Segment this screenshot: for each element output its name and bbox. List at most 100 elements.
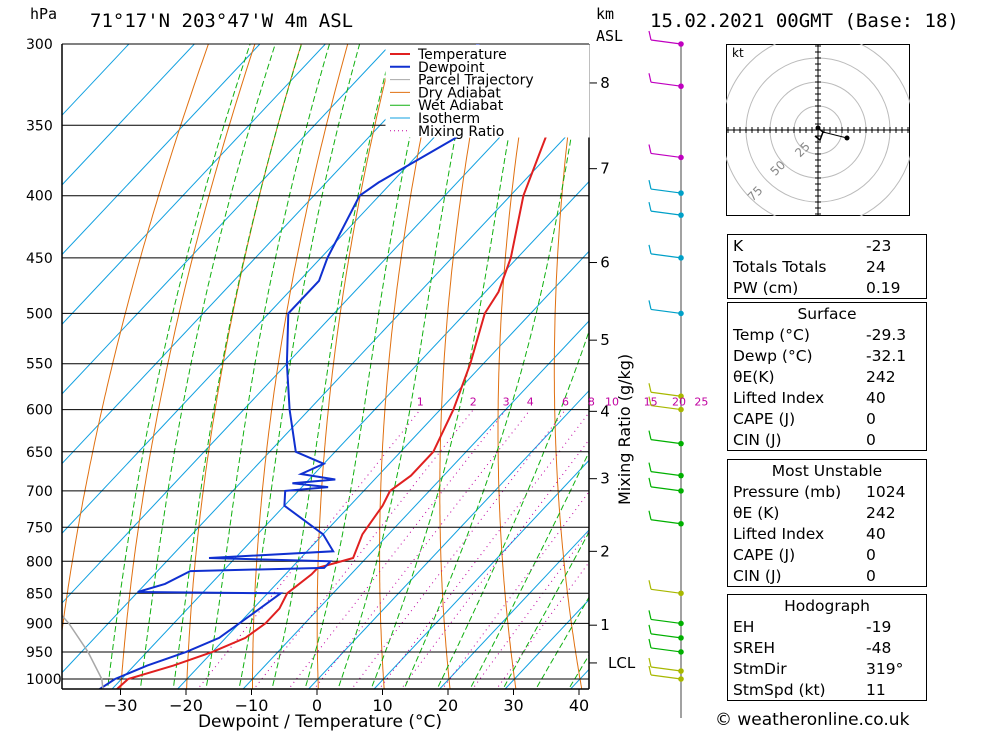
wind-barb: [650, 588, 682, 594]
wind-barb: [650, 253, 682, 259]
wet-adiabat-line: [469, 451, 589, 689]
km-tick-label: 1: [600, 616, 610, 634]
surface-label: CIN (J): [733, 430, 782, 449]
isotherm-line: [62, 111, 589, 674]
mixing-ratio-lines: [197, 409, 589, 689]
wet-adiabat-line: [535, 596, 589, 689]
wind-barb-feather: [648, 462, 652, 472]
isotherm-line: [62, 44, 523, 534]
dry-adiabat-line: [497, 44, 535, 689]
wind-barb: [650, 308, 682, 315]
wind-barb: [650, 674, 682, 680]
wind-barb: [650, 618, 682, 625]
dry-adiabat-line: [120, 44, 256, 689]
sounding-series: [62, 44, 589, 689]
wet-adiabat-line: [337, 44, 475, 689]
parcel-trajectory-line: [62, 614, 104, 689]
km-tick-label: 5: [600, 331, 610, 349]
x-tick-label: 10: [372, 696, 392, 715]
mixing-ratio-label: 15: [644, 396, 658, 409]
surface-title: Surface: [797, 304, 857, 323]
mixing-ratio-line: [313, 409, 531, 689]
km-tick-label: 7: [600, 160, 610, 178]
mixing-ratio-line: [288, 409, 507, 689]
most-unstable-table: Most Unstable Pressure (mb) 1024 θE (K) 24…: [727, 459, 927, 587]
dry-adiabat-line: [553, 44, 583, 689]
wind-barb-feather: [648, 300, 652, 310]
pressure-tick-label: 950: [26, 645, 53, 661]
mu-label: θE (K): [733, 503, 780, 522]
isotherm-line: [111, 180, 589, 689]
isotherm-line: [62, 44, 589, 604]
indices-table-top: K -23 Totals Totals 24 PW (cm) 0.19: [727, 234, 927, 299]
mixing-ratio-label: 4: [527, 396, 534, 409]
pressure-tick-label: 350: [26, 118, 53, 134]
x-axis-title: Dewpoint / Temperature (°C): [198, 712, 442, 732]
surface-value: -29.3: [866, 325, 907, 344]
legend-label: Wet Adiabat: [418, 98, 504, 114]
copyright-link[interactable]: © weatheronline.co.uk: [715, 710, 910, 730]
wet-adiabat-line: [205, 44, 330, 689]
wind-profile: [648, 30, 684, 718]
temperature-line: [115, 74, 589, 689]
surface-value: 0: [866, 430, 876, 449]
dry-adiabat-line: [252, 44, 349, 689]
wet-adiabat-line: [403, 44, 588, 689]
legend-label: Parcel Trajectory: [418, 73, 534, 89]
isotherm-line: [176, 250, 589, 689]
surface-table: Surface Temp (°C) -29.3 Dewp (°C) -32.1 θE…: [727, 302, 927, 451]
isotherm-lines: [62, 44, 589, 689]
x-tick-label: −10: [235, 696, 269, 715]
surface-label: Dewp (°C): [733, 346, 813, 365]
isotherm-line: [62, 44, 392, 395]
index-value: 0.19: [866, 278, 901, 297]
wind-barb-feather: [648, 610, 652, 620]
wind-barb-feather: [648, 665, 652, 676]
isotherm-line: [62, 44, 327, 325]
isotherm-line: [438, 529, 589, 689]
wind-barb: [650, 152, 682, 159]
km-tick-label: 8: [600, 74, 610, 92]
hodo-value: -19: [866, 617, 892, 636]
wind-barb: [650, 81, 682, 87]
wind-barb-feather: [648, 638, 652, 649]
surface-value: -32.1: [866, 346, 907, 365]
pressure-tick-label: 650: [26, 445, 53, 461]
wind-barb: [650, 519, 682, 525]
pressure-tick-label: 700: [26, 484, 53, 500]
dry-adiabat-line: [186, 44, 302, 689]
dewpoint-line: [97, 44, 524, 689]
surface-label: θE(K): [733, 367, 775, 386]
hodo-label: StmDir: [733, 659, 787, 678]
pressure-tick-label: 450: [26, 251, 53, 267]
wind-barb: [650, 439, 682, 445]
wind-barb: [650, 39, 682, 45]
mixing-ratio-line: [351, 409, 566, 689]
most-unstable-title: Most Unstable: [771, 461, 883, 480]
km-axis-title: km: [596, 5, 615, 23]
hodograph-segment: [822, 131, 848, 139]
wind-barb-feather: [648, 477, 652, 488]
isotherm-line: [307, 389, 589, 689]
index-label: K: [733, 236, 744, 255]
km-tick-label: 4: [600, 402, 610, 420]
index-label: Totals Totals: [733, 257, 827, 276]
mixing-ratio-label: 8: [588, 396, 595, 409]
wind-barb: [650, 391, 682, 397]
wet-adiabat-lines: [107, 44, 589, 689]
surface-value: 242: [866, 367, 896, 386]
hodograph-unit: kt: [732, 46, 744, 60]
mixing-ratio-label: 25: [694, 396, 708, 409]
mixing-ratio-label: 2: [470, 396, 477, 409]
wind-barb: [650, 470, 682, 477]
isotherm-line: [62, 44, 261, 256]
legend-label: Isotherm: [418, 111, 480, 127]
surface-value: 0: [866, 409, 876, 428]
dry-adiabat-line: [379, 44, 442, 689]
wind-barb: [650, 404, 682, 411]
dry-adiabat-line: [662, 35, 715, 695]
surface-label: CAPE (J): [733, 409, 796, 428]
x-tick-label: 0: [312, 696, 322, 715]
